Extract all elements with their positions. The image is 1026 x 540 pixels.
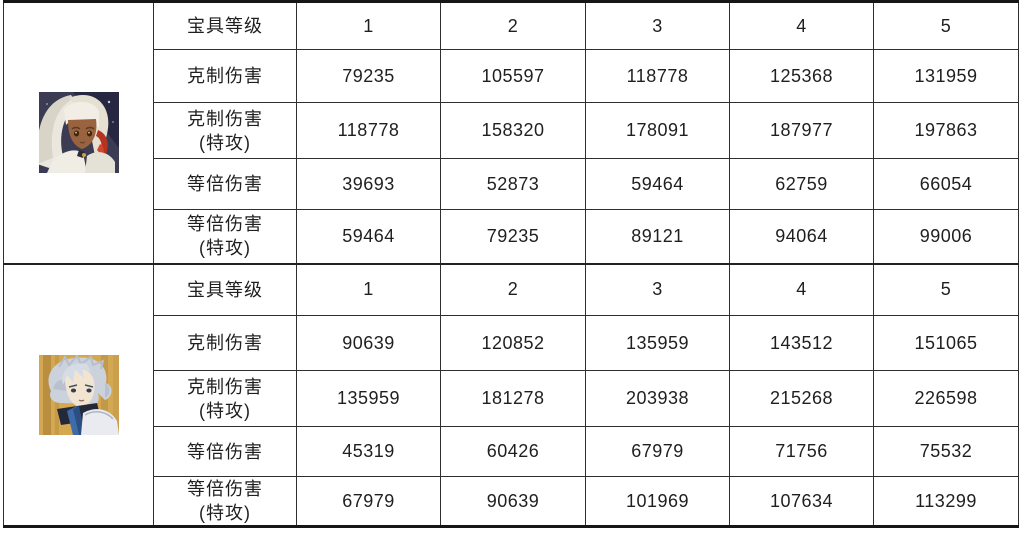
damage-value-cell: 151065 [873,315,1019,371]
damage-value-cell: 89121 [585,209,730,264]
damage-type-label: 等倍伤害 [187,479,263,499]
damage-value-cell: 99006 [873,209,1019,264]
servant-2-portrait-icon [38,354,119,435]
damage-value-cell: 181278 [440,370,586,427]
np-level-cell: 3 [585,1,730,50]
damage-value-cell: 215268 [729,370,874,427]
np-level-header-label: 宝具等级 [187,279,263,300]
damage-value-cell: 52873 [440,158,586,210]
table-row: 等倍伤害 39693 52873 59464 62759 66054 [4,158,1019,210]
np-level-header-label: 宝具等级 [187,16,263,36]
servant-2-avatar [5,354,153,435]
damage-value-cell: 79235 [440,209,586,264]
damage-type-cell: 等倍伤害 (特攻) [153,209,297,264]
damage-value-cell: 75532 [873,426,1019,477]
table-row: 宝具等级 1 2 3 4 5 [3,1,1019,264]
np-level-cell: 4 [729,262,874,316]
damage-value-cell: 113299 [873,476,1019,527]
damage-value-cell: 125368 [729,49,874,103]
np-level-cell: 2 [440,262,586,316]
damage-value-cell: 45319 [296,426,441,477]
damage-type-sublabel: (特攻) [199,238,251,259]
table-row: 等倍伤害 (特攻) 67979 90639 101969 107634 1132… [4,476,1019,527]
np-level-header-cell: 宝具等级 [153,1,297,50]
damage-value-cell: 39693 [296,158,441,210]
damage-value-cell: 197863 [873,102,1019,159]
damage-value-cell: 101969 [585,476,730,527]
servant-1-avatar [5,92,153,174]
servant-1-avatar-cell [3,1,154,264]
damage-value-cell: 59464 [585,158,730,210]
np-level-cell: 3 [585,262,730,316]
damage-value-cell: 62759 [729,158,874,210]
table-row: 克制伤害 (特攻) 118778 158320 178091 187977 19… [4,102,1019,159]
table-row: 克制伤害 (特攻) 135959 181278 203938 215268 22… [4,370,1019,427]
damage-value-cell: 118778 [296,102,441,159]
np-level-cell: 1 [296,262,441,316]
damage-type-label: 克制伤害 [187,66,263,86]
table-row: 克制伤害 90639 120852 135959 143512 151065 [4,315,1019,371]
damage-value-cell: 105597 [440,49,586,103]
np-level-cell: 2 [440,1,586,50]
damage-value-cell: 66054 [873,158,1019,210]
damage-value-cell: 120852 [440,315,586,371]
damage-value-cell: 203938 [585,370,730,427]
damage-value-cell: 178091 [585,102,730,159]
damage-type-sublabel: (特攻) [199,132,251,153]
damage-value-cell: 107634 [729,476,874,527]
damage-value-cell: 143512 [729,315,874,371]
damage-type-cell: 克制伤害 (特攻) [153,370,297,427]
damage-value-cell: 90639 [296,315,441,371]
damage-type-cell: 克制伤害 (特攻) [153,102,297,159]
damage-value-cell: 131959 [873,49,1019,103]
damage-type-label: 克制伤害 [187,108,263,129]
damage-value-cell: 71756 [729,426,874,477]
damage-value-cell: 94064 [729,209,874,264]
table-row: 宝具等级 1 2 3 4 5 [3,262,1019,527]
np-damage-table: 宝具等级 1 2 3 4 5 克制伤害 79235 105597 118778 … [3,0,1019,528]
np-level-cell: 4 [729,1,874,50]
np-level-cell: 5 [873,262,1019,316]
damage-type-label: 等倍伤害 [187,174,263,194]
damage-value-cell: 60426 [440,426,586,477]
damage-value-cell: 187977 [729,102,874,159]
damage-type-sublabel: (特攻) [199,400,251,421]
table-row: 克制伤害 79235 105597 118778 125368 131959 [4,49,1019,103]
damage-type-sublabel: (特攻) [199,503,251,523]
damage-type-cell: 等倍伤害 [153,426,297,477]
damage-type-label: 克制伤害 [187,376,263,397]
damage-type-cell: 克制伤害 [153,315,297,371]
damage-value-cell: 135959 [585,315,730,371]
np-level-cell: 5 [873,1,1019,50]
damage-type-cell: 克制伤害 [153,49,297,103]
damage-value-cell: 59464 [296,209,441,264]
damage-type-label: 克制伤害 [187,333,263,353]
np-level-header-cell: 宝具等级 [153,262,297,316]
servant-2-section: 宝具等级 1 2 3 4 5 克制伤害 90639 120852 135959 … [3,262,1019,527]
servant-1-section: 宝具等级 1 2 3 4 5 克制伤害 79235 105597 118778 … [3,1,1019,264]
damage-type-label: 等倍伤害 [187,214,263,235]
table-row: 等倍伤害 (特攻) 59464 79235 89121 94064 99006 [4,209,1019,264]
damage-value-cell: 67979 [585,426,730,477]
damage-value-cell: 118778 [585,49,730,103]
damage-value-cell: 135959 [296,370,441,427]
damage-type-cell: 等倍伤害 (特攻) [153,476,297,527]
servant-2-avatar-cell [3,262,154,527]
damage-type-label: 等倍伤害 [187,441,263,462]
damage-value-cell: 226598 [873,370,1019,427]
damage-value-cell: 67979 [296,476,441,527]
damage-value-cell: 79235 [296,49,441,103]
table-row: 等倍伤害 45319 60426 67979 71756 75532 [4,426,1019,477]
np-level-cell: 1 [296,1,441,50]
damage-value-cell: 158320 [440,102,586,159]
servant-1-portrait-icon [38,92,119,174]
damage-type-cell: 等倍伤害 [153,158,297,210]
damage-value-cell: 90639 [440,476,586,527]
